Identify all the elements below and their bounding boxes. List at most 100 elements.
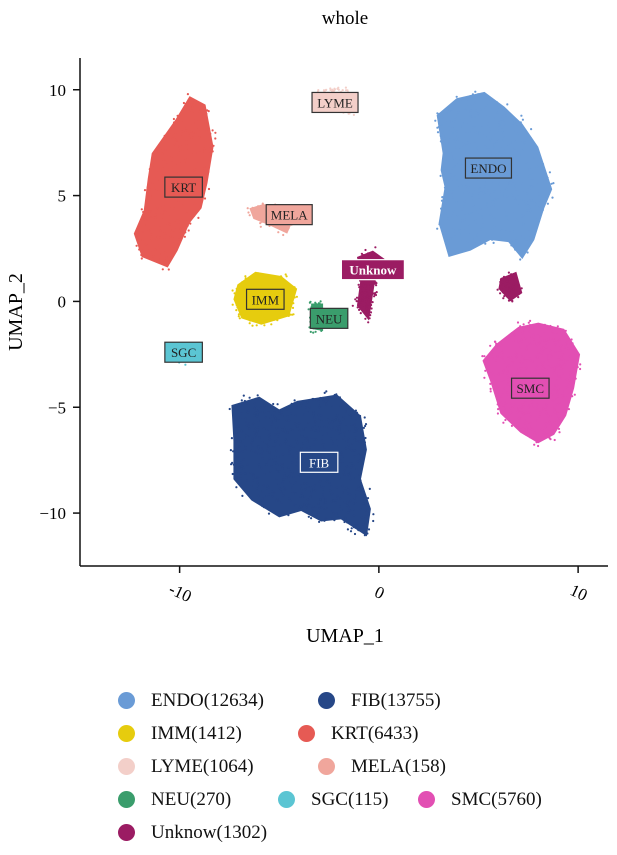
point [485, 181, 488, 184]
point [528, 324, 532, 327]
point [506, 195, 509, 198]
point [442, 173, 445, 176]
point [511, 182, 515, 185]
point [491, 152, 494, 155]
cluster-label-text: NEU [316, 311, 343, 326]
point [141, 238, 144, 242]
point [183, 157, 186, 160]
point [257, 426, 260, 429]
point [528, 228, 531, 231]
point [302, 441, 305, 445]
point [149, 220, 152, 224]
point [248, 427, 251, 430]
point [175, 164, 178, 167]
point [368, 317, 371, 320]
point [352, 464, 355, 467]
point [278, 410, 281, 413]
point [289, 428, 292, 431]
point [335, 499, 338, 502]
point [176, 114, 179, 117]
point [324, 506, 327, 509]
point [279, 490, 282, 493]
point [533, 342, 536, 345]
point [162, 214, 165, 217]
point [245, 402, 249, 405]
point [161, 167, 164, 170]
point [451, 167, 454, 170]
point [369, 280, 372, 283]
point [363, 309, 366, 312]
point [152, 225, 156, 228]
point [336, 473, 339, 476]
point [321, 493, 324, 496]
point [452, 148, 455, 151]
point [249, 471, 252, 474]
point [458, 109, 461, 112]
point [271, 286, 274, 289]
point [344, 447, 348, 450]
point [436, 112, 439, 115]
point [492, 373, 495, 376]
point [257, 205, 260, 208]
point [339, 404, 342, 407]
point [448, 124, 451, 127]
point [281, 428, 284, 431]
point [505, 114, 508, 117]
point [451, 211, 454, 214]
point [498, 121, 501, 124]
point [177, 238, 181, 241]
point [445, 121, 448, 124]
point [508, 288, 512, 291]
point [449, 130, 452, 133]
point [250, 310, 253, 313]
point [341, 455, 345, 458]
point [503, 280, 506, 283]
point [138, 248, 141, 251]
point [528, 371, 531, 374]
point [341, 400, 344, 403]
point [232, 463, 235, 466]
point [522, 222, 525, 226]
point [527, 204, 530, 207]
point [345, 486, 348, 489]
point [335, 416, 338, 419]
point [511, 171, 514, 174]
point [199, 151, 202, 154]
point [478, 113, 481, 116]
point [472, 194, 475, 197]
point [278, 227, 281, 230]
point [515, 282, 518, 285]
point [181, 216, 184, 220]
point [172, 197, 175, 200]
point [165, 257, 168, 260]
point [512, 194, 515, 197]
point [438, 223, 441, 226]
point [212, 144, 215, 147]
point [257, 212, 260, 215]
legend-item-sgc: SGC(115) [278, 789, 418, 811]
point [506, 415, 509, 418]
point [174, 132, 177, 135]
point [506, 194, 509, 197]
point [468, 224, 471, 227]
point [529, 319, 532, 322]
point [520, 287, 523, 290]
point [258, 286, 261, 289]
point [282, 480, 285, 483]
point [153, 175, 156, 178]
point [338, 419, 341, 422]
point [470, 246, 473, 249]
point [547, 359, 550, 362]
point [491, 144, 494, 147]
point [517, 372, 520, 375]
point [267, 512, 271, 515]
point [504, 228, 508, 231]
point [524, 327, 527, 330]
point [454, 208, 457, 211]
point [233, 292, 236, 295]
point [481, 223, 485, 226]
point [506, 365, 509, 369]
point [471, 186, 474, 189]
cluster-label-box [299, 451, 339, 473]
point [519, 346, 522, 349]
